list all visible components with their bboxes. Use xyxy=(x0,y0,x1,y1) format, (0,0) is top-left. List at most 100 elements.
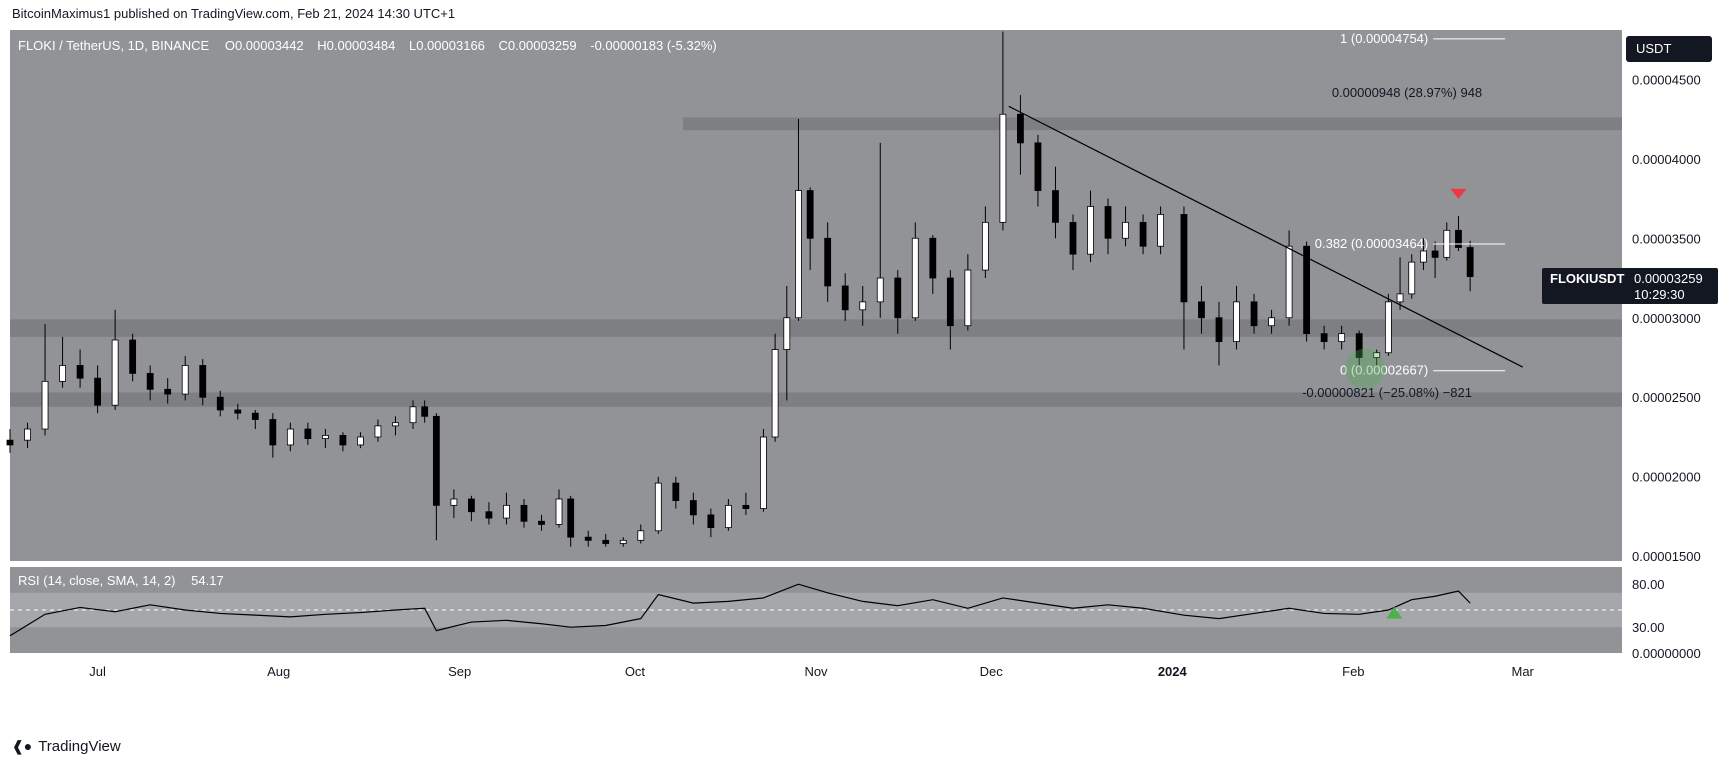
candle xyxy=(269,413,277,458)
candle xyxy=(304,422,312,445)
candle xyxy=(946,270,954,350)
rsi-tick-label: 0.00000000 xyxy=(1632,646,1701,661)
candle-body xyxy=(146,373,154,390)
candle xyxy=(1052,166,1059,239)
candle xyxy=(1034,134,1042,207)
candle-body xyxy=(1455,229,1462,248)
candle-body xyxy=(795,190,802,319)
candle xyxy=(234,403,242,420)
candle xyxy=(409,400,417,430)
candle xyxy=(806,187,814,271)
candle-body xyxy=(450,498,458,506)
candle xyxy=(1122,206,1129,247)
zone-band xyxy=(10,319,1622,337)
chart-area[interactable]: 0.00004500 0.00004000 0.00003500 0.00003000… xyxy=(0,28,1724,743)
high-key: H xyxy=(317,38,326,53)
candle xyxy=(1198,285,1205,334)
time-tick-label: 2024 xyxy=(1158,664,1188,679)
candle xyxy=(999,31,1007,231)
candle-body xyxy=(1466,247,1474,277)
close-value: 0.00003259 xyxy=(508,38,577,53)
last-price-symbol: FLOKIUSDT xyxy=(1550,271,1624,286)
candle xyxy=(450,489,458,519)
candle-body xyxy=(1157,214,1164,247)
candle xyxy=(771,333,779,442)
candle xyxy=(1303,241,1311,342)
candle-body xyxy=(771,349,779,438)
candle xyxy=(251,409,259,430)
candle xyxy=(59,336,66,388)
candle xyxy=(584,530,592,547)
candle xyxy=(1233,285,1240,350)
candle xyxy=(689,492,697,525)
price-tick-label: 0.00001500 xyxy=(1632,549,1701,564)
bearish-divergence-marker xyxy=(1450,188,1467,199)
candle-body xyxy=(1233,301,1240,343)
candle xyxy=(707,508,715,538)
zone-band xyxy=(683,117,1622,131)
candle-body xyxy=(672,482,680,501)
candle xyxy=(181,355,189,401)
candle xyxy=(1017,95,1024,175)
candle-body xyxy=(894,277,902,319)
candle-body xyxy=(567,498,575,538)
candle-body xyxy=(689,500,697,516)
rsi-current-value: 54.17 xyxy=(191,573,224,588)
candle xyxy=(468,495,475,522)
candle-body xyxy=(1373,352,1381,358)
candle-body xyxy=(503,504,510,519)
rsi-series xyxy=(9,583,1622,637)
candle-body xyxy=(1431,250,1439,258)
candle-body xyxy=(374,425,382,438)
candle-body xyxy=(981,221,989,271)
candle-body xyxy=(1285,245,1293,319)
footer-brand-text: TradingView xyxy=(38,738,121,755)
fib-level-label: 0.382 (0.00003464) xyxy=(1315,236,1428,251)
candle-body xyxy=(619,539,627,544)
candle xyxy=(392,416,399,436)
rsi-axis: 80.00 30.00 0.00000000 xyxy=(1632,577,1701,661)
chart-canvas[interactable]: 0.00004500 0.00004000 0.00003500 0.00003000… xyxy=(0,28,1724,738)
candle-body xyxy=(1069,221,1077,255)
rsi-tick-label: 80.00 xyxy=(1632,577,1665,592)
candle xyxy=(929,235,937,294)
candle xyxy=(654,476,662,534)
last-price-value: 0.00003259 xyxy=(1634,271,1703,286)
candle-body xyxy=(724,504,732,529)
candle-body xyxy=(1384,301,1392,354)
open-key: O xyxy=(225,38,235,53)
candle xyxy=(724,498,732,531)
candle xyxy=(1104,198,1112,255)
candle xyxy=(1396,257,1404,310)
time-tick-label: Mar xyxy=(1512,664,1535,679)
candle xyxy=(146,365,154,401)
candle-body xyxy=(1052,190,1059,223)
candle xyxy=(1250,293,1258,334)
candle xyxy=(164,378,172,404)
candle xyxy=(841,273,849,321)
candle-body xyxy=(304,428,312,439)
candle-body xyxy=(859,301,867,311)
candle-body xyxy=(1420,250,1427,263)
candle-body xyxy=(181,365,189,395)
fib-level-label: 1 (0.00004754) xyxy=(1340,31,1428,46)
candle-body xyxy=(824,237,832,287)
candle xyxy=(876,142,884,318)
candle xyxy=(76,349,84,388)
price-tick-label: 0.00002500 xyxy=(1632,390,1701,405)
candle xyxy=(1408,254,1416,299)
currency-unit-button[interactable]: USDT xyxy=(1626,36,1712,62)
candle xyxy=(672,476,680,509)
candle xyxy=(129,333,137,382)
candle xyxy=(1420,238,1427,271)
candle xyxy=(1285,230,1293,326)
candle-body xyxy=(468,498,475,513)
candle-body xyxy=(929,237,937,279)
candle xyxy=(1466,240,1474,292)
price-panel-bg xyxy=(10,30,1622,561)
candle-body xyxy=(1017,113,1024,144)
candle-body xyxy=(555,498,563,525)
candle xyxy=(1087,190,1094,263)
candle-body xyxy=(409,406,417,424)
candle-body xyxy=(806,190,814,239)
